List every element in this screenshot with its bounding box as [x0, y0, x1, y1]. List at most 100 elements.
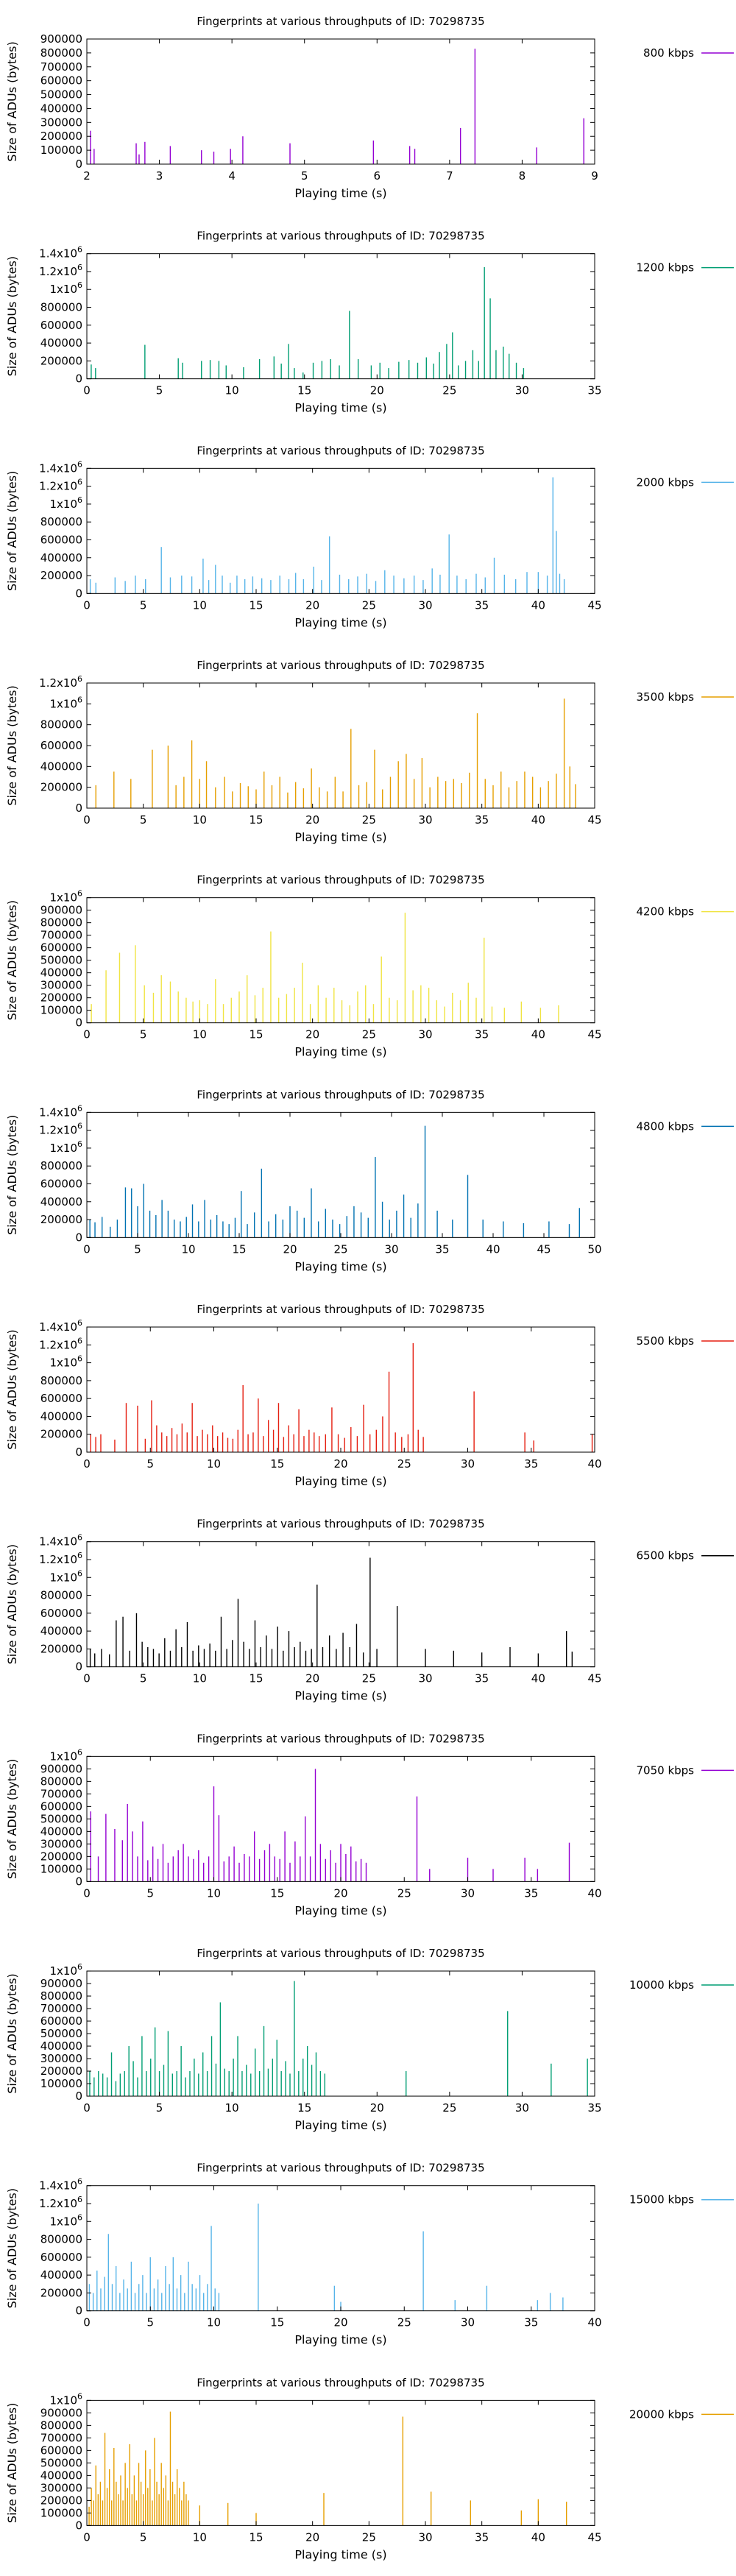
plot-frame: [86, 1541, 595, 1668]
legend-label: 4200 kbps: [637, 905, 695, 919]
plot-frame: [86, 253, 595, 380]
x-tick-label: 30: [418, 1028, 432, 1041]
x-tick-label: 6: [374, 169, 381, 183]
x-tick-label: 8: [519, 169, 526, 183]
x-axis-label: Playing time (s): [294, 186, 386, 200]
chart-title: Fingerprints at various throughputs of I…: [197, 1088, 484, 1101]
x-tick-label: 0: [83, 1672, 91, 1685]
y-tick-label: 400000: [40, 2268, 82, 2282]
y-axis-label: Size of ADUs (bytes): [5, 256, 19, 376]
y-tick-label: 1.4x106: [39, 1103, 82, 1119]
plot-frame: [86, 1970, 595, 2097]
x-tick-label: 10: [193, 1672, 207, 1685]
x-tick-label: 30: [418, 813, 432, 827]
y-tick-label: 800000: [40, 46, 82, 60]
y-tick-label: 1.4x106: [39, 2177, 82, 2193]
x-tick-label: 30: [461, 1457, 475, 1471]
x-tick-label: 5: [140, 598, 147, 612]
x-tick-label: 25: [362, 2530, 376, 2544]
chart-title: Fingerprints at various throughputs of I…: [197, 1947, 484, 1960]
x-tick-label: 5: [156, 2101, 163, 2115]
y-tick-label: 400000: [40, 1624, 82, 1638]
x-tick-label: 5: [156, 384, 163, 397]
x-tick-label: 35: [524, 2316, 538, 2329]
y-tick-label: 900000: [40, 2406, 82, 2419]
x-axis-label: Playing time (s): [294, 1903, 386, 1917]
y-axis-label: Size of ADUs (bytes): [5, 41, 19, 161]
y-tick-label: 400000: [40, 966, 82, 980]
x-axis-label: Playing time (s): [294, 615, 386, 629]
x-tick-label: 35: [475, 2530, 489, 2544]
y-tick-label: 200000: [40, 354, 82, 367]
x-tick-label: 5: [146, 1886, 154, 1900]
x-tick-label: 0: [83, 1242, 91, 1256]
x-tick-label: 20: [333, 1886, 347, 1900]
x-tick-label: 0: [83, 384, 91, 397]
x-tick-label: 5: [301, 169, 308, 183]
x-tick-label: 10: [193, 813, 207, 827]
x-tick-label: 0: [83, 2530, 91, 2544]
legend-label: 2000 kbps: [637, 475, 695, 489]
x-axis-label: Playing time (s): [294, 1689, 386, 1703]
y-tick-label: 900000: [40, 1977, 82, 1990]
y-axis-label: Size of ADUs (bytes): [5, 1115, 19, 1235]
x-tick-label: 5: [140, 1672, 147, 1685]
x-tick-label: 40: [531, 598, 545, 612]
y-axis-label: Size of ADUs (bytes): [5, 1329, 19, 1449]
plot-frame: [86, 2399, 595, 2526]
y-tick-label: 1.2x106: [39, 263, 82, 278]
x-tick-label: 40: [531, 813, 545, 827]
x-tick-label: 0: [83, 2101, 91, 2115]
x-tick-label: 40: [486, 1242, 500, 1256]
y-tick-label: 1.2x106: [39, 1336, 82, 1351]
x-tick-label: 20: [305, 1672, 319, 1685]
y-tick-label: 400000: [40, 102, 82, 115]
series-1: [89, 1125, 580, 1238]
y-tick-label: 0: [75, 2519, 82, 2532]
y-tick-label: 500000: [40, 2456, 82, 2469]
x-tick-label: 20: [370, 2101, 384, 2115]
plot-frame: [86, 682, 595, 809]
chart-title: Fingerprints at various throughputs of I…: [197, 230, 484, 243]
chart-title: Fingerprints at various throughputs of I…: [197, 15, 484, 28]
y-tick-label: 400000: [40, 1409, 82, 1423]
chart-panel-4: Fingerprints at various throughputs of I…: [5, 659, 734, 844]
y-axis-label: Size of ADUs (bytes): [5, 1973, 19, 2093]
y-tick-label: 200000: [40, 781, 82, 794]
x-tick-label: 40: [587, 2316, 601, 2329]
y-tick-label: 200000: [40, 2064, 82, 2078]
series-1: [89, 1557, 573, 1667]
x-tick-label: 25: [362, 1672, 376, 1685]
chart-panel-7: Fingerprints at various throughputs of I…: [5, 1303, 734, 1488]
y-tick-label: 0: [75, 1016, 82, 1030]
y-tick-label: 1x106: [49, 495, 82, 511]
legend-label: 15000 kbps: [629, 2193, 694, 2207]
y-tick-label: 300000: [40, 2052, 82, 2065]
x-tick-label: 40: [531, 1028, 545, 1041]
x-tick-label: 20: [333, 1457, 347, 1471]
legend-label: 4800 kbps: [637, 1119, 695, 1133]
x-tick-label: 0: [83, 2316, 91, 2329]
x-tick-label: 20: [283, 1242, 297, 1256]
y-tick-label: 700000: [40, 929, 82, 942]
y-tick-label: 200000: [40, 1428, 82, 1441]
y-tick-label: 200000: [40, 2286, 82, 2299]
chart-panel-5: Fingerprints at various throughputs of I…: [5, 874, 734, 1059]
y-tick-label: 1.4x106: [39, 1318, 82, 1334]
x-tick-label: 15: [270, 2316, 284, 2329]
x-tick-label: 35: [587, 2101, 601, 2115]
y-tick-label: 100000: [40, 144, 82, 157]
chart-title: Fingerprints at various throughputs of I…: [197, 1518, 484, 1531]
y-tick-label: 400000: [40, 1195, 82, 1209]
y-tick-label: 700000: [40, 2002, 82, 2015]
series-1: [91, 266, 525, 379]
x-tick-label: 0: [83, 1886, 91, 1900]
x-tick-label: 10: [181, 1242, 195, 1256]
y-tick-label: 400000: [40, 2469, 82, 2482]
y-tick-label: 200000: [40, 130, 82, 143]
x-tick-label: 5: [146, 2316, 154, 2329]
y-tick-label: 1.4x106: [39, 459, 82, 475]
y-axis-label: Size of ADUs (bytes): [5, 471, 19, 591]
x-tick-label: 45: [587, 598, 601, 612]
